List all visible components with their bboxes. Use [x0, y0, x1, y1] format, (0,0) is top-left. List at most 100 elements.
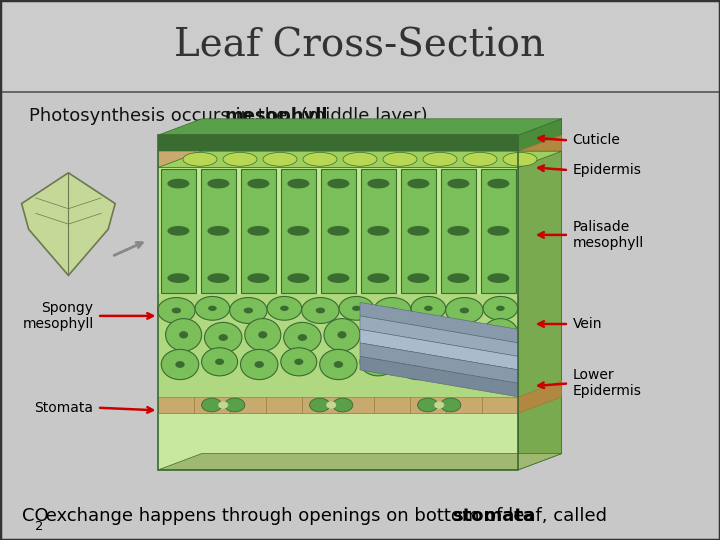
Ellipse shape: [255, 361, 264, 368]
Ellipse shape: [496, 306, 505, 311]
Bar: [480, 169, 516, 293]
Bar: [441, 169, 476, 293]
Ellipse shape: [263, 152, 297, 166]
Ellipse shape: [434, 401, 444, 409]
Ellipse shape: [183, 152, 217, 166]
Polygon shape: [360, 302, 518, 343]
Ellipse shape: [417, 331, 426, 339]
Ellipse shape: [167, 179, 189, 188]
Text: Palisade
mesophyll: Palisade mesophyll: [572, 220, 644, 250]
Ellipse shape: [166, 319, 202, 351]
Ellipse shape: [258, 331, 267, 339]
Ellipse shape: [374, 359, 382, 365]
Ellipse shape: [343, 152, 377, 166]
Text: Leaf Cross-Section: Leaf Cross-Section: [174, 28, 546, 64]
Ellipse shape: [207, 273, 230, 283]
Ellipse shape: [439, 348, 475, 376]
Polygon shape: [22, 173, 115, 275]
Polygon shape: [158, 454, 562, 470]
Ellipse shape: [367, 273, 390, 283]
Ellipse shape: [482, 319, 518, 351]
Ellipse shape: [161, 349, 199, 380]
Text: Photosynthesis occurs in the: Photosynthesis occurs in the: [29, 107, 293, 125]
Ellipse shape: [202, 348, 238, 376]
Ellipse shape: [408, 273, 429, 283]
Ellipse shape: [503, 152, 537, 166]
Ellipse shape: [294, 359, 303, 365]
Ellipse shape: [388, 308, 397, 313]
Text: Lower
Epidermis: Lower Epidermis: [572, 368, 642, 399]
Ellipse shape: [413, 361, 422, 368]
Bar: [361, 169, 396, 293]
Ellipse shape: [248, 273, 269, 283]
Ellipse shape: [352, 306, 361, 311]
Ellipse shape: [423, 152, 457, 166]
Text: Epidermis: Epidermis: [572, 163, 642, 177]
Ellipse shape: [408, 226, 429, 235]
Ellipse shape: [446, 298, 483, 323]
Ellipse shape: [453, 359, 462, 365]
Ellipse shape: [167, 273, 189, 283]
Text: mesophyll: mesophyll: [225, 107, 328, 125]
Ellipse shape: [360, 348, 396, 376]
Ellipse shape: [447, 273, 469, 283]
Bar: [158, 135, 518, 470]
Text: (middle layer): (middle layer): [295, 107, 428, 125]
Ellipse shape: [248, 226, 269, 235]
Ellipse shape: [281, 348, 317, 376]
Ellipse shape: [460, 308, 469, 313]
Ellipse shape: [447, 226, 469, 235]
Ellipse shape: [441, 398, 461, 412]
Ellipse shape: [207, 179, 230, 188]
Bar: [158, 294, 518, 397]
Ellipse shape: [303, 152, 337, 166]
Ellipse shape: [403, 319, 439, 351]
Ellipse shape: [167, 226, 189, 235]
Ellipse shape: [487, 273, 510, 283]
Ellipse shape: [328, 226, 349, 235]
Ellipse shape: [383, 152, 417, 166]
Ellipse shape: [204, 322, 242, 353]
Ellipse shape: [326, 401, 336, 409]
Ellipse shape: [298, 334, 307, 341]
Ellipse shape: [339, 296, 374, 320]
Bar: [158, 397, 518, 413]
Ellipse shape: [456, 334, 466, 341]
Ellipse shape: [225, 398, 245, 412]
Ellipse shape: [333, 398, 353, 412]
Ellipse shape: [208, 306, 217, 311]
Ellipse shape: [324, 319, 360, 351]
Ellipse shape: [320, 349, 357, 380]
Text: Vein: Vein: [572, 317, 602, 331]
Bar: [161, 169, 197, 293]
Ellipse shape: [377, 334, 387, 341]
Polygon shape: [518, 135, 562, 167]
Polygon shape: [518, 381, 562, 413]
Ellipse shape: [411, 296, 446, 320]
Ellipse shape: [267, 296, 302, 320]
Ellipse shape: [287, 273, 310, 283]
Ellipse shape: [315, 308, 325, 313]
Bar: [158, 167, 518, 294]
Ellipse shape: [363, 322, 400, 353]
Bar: [158, 135, 518, 151]
Ellipse shape: [487, 226, 510, 235]
Bar: [320, 169, 356, 293]
Ellipse shape: [207, 226, 230, 235]
Ellipse shape: [487, 179, 510, 188]
Polygon shape: [360, 316, 518, 356]
Ellipse shape: [338, 331, 346, 339]
Ellipse shape: [496, 331, 505, 339]
Text: stomata: stomata: [452, 507, 535, 525]
Polygon shape: [158, 151, 562, 167]
Ellipse shape: [447, 179, 469, 188]
Bar: [158, 151, 518, 167]
Ellipse shape: [243, 308, 253, 313]
Ellipse shape: [195, 296, 230, 320]
Text: Spongy
mesophyll: Spongy mesophyll: [22, 301, 94, 331]
Text: exchange happens through openings on bottom of leaf, called: exchange happens through openings on bot…: [40, 507, 613, 525]
Polygon shape: [360, 329, 518, 370]
Bar: [240, 169, 276, 293]
Ellipse shape: [287, 226, 310, 235]
Bar: [201, 169, 236, 293]
